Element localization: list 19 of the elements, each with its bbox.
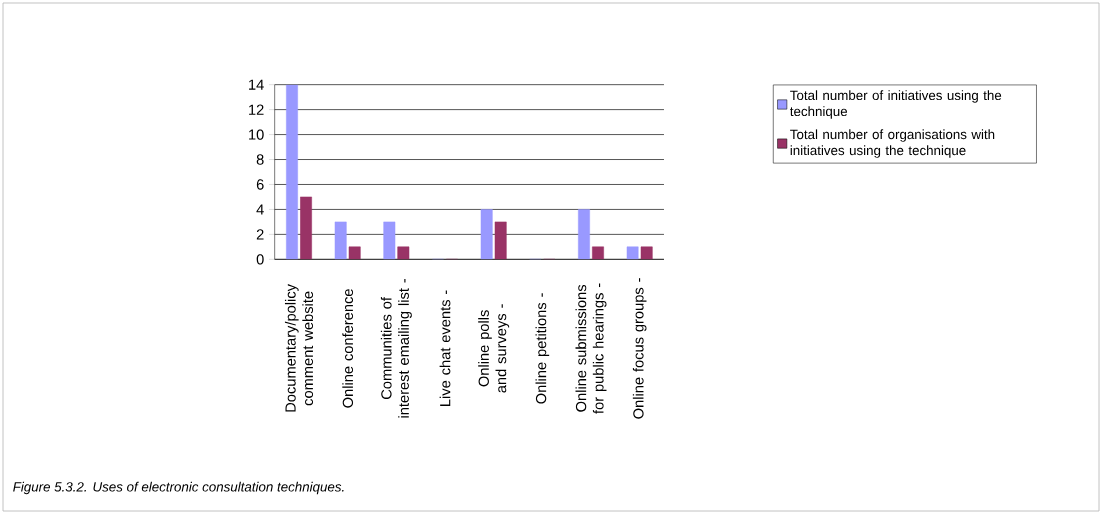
y-tick-label: 0 bbox=[256, 254, 264, 265]
x-tick-label: Online polls and surveys - bbox=[478, 304, 510, 393]
y-tick-label: 4 bbox=[256, 204, 264, 215]
y-tick-label: 8 bbox=[256, 154, 264, 165]
y-tick-label: 2 bbox=[256, 229, 264, 240]
x-tick-label: Documentary/policy comment website bbox=[284, 284, 314, 412]
y-tick-label: 6 bbox=[256, 179, 264, 190]
x-tick-label: Live chat events - bbox=[439, 290, 451, 406]
y-tick-label: 10 bbox=[249, 129, 264, 140]
x-tick-label: Online conference bbox=[342, 289, 354, 408]
y-tick-label: 14 bbox=[249, 79, 264, 90]
legend-label: Total number of organisations with initiatives using the technique bbox=[790, 129, 995, 158]
x-tick-label: Online focus groups - bbox=[632, 278, 647, 419]
x-tick-label: Online petitions - bbox=[535, 293, 550, 404]
text: Figure 5.3.2. Uses of electronic consultation techniques. bbox=[13, 481, 344, 495]
y-tick-label: 12 bbox=[249, 104, 264, 115]
legend-label: Total number of initiatives using the technique bbox=[790, 90, 1002, 119]
x-tick-label: Communities of interest emailing list - bbox=[380, 279, 412, 418]
x-tick-label: Online submissions for public hearings - bbox=[575, 283, 607, 414]
